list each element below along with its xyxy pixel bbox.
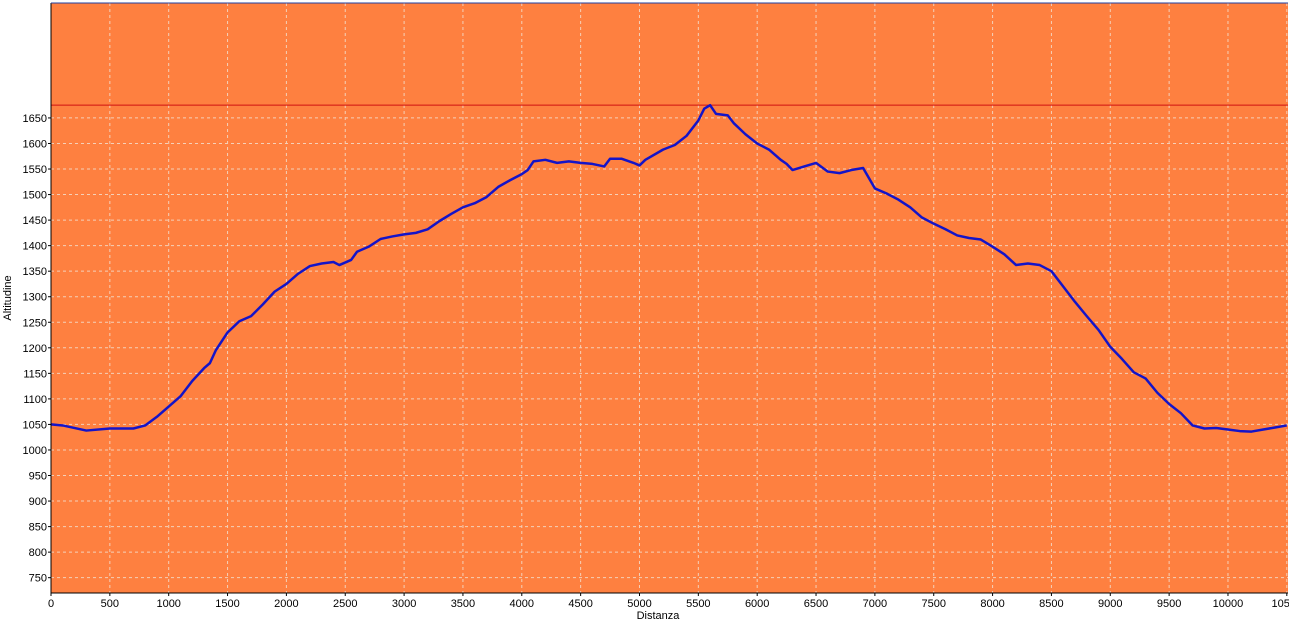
x-tick-label: 1500 <box>215 598 239 610</box>
y-tick-label: 800 <box>29 547 47 559</box>
x-tick-label: 500 <box>101 598 119 610</box>
y-tick-label: 1000 <box>23 445 47 457</box>
y-tick-label: 1250 <box>23 317 47 329</box>
x-tick-label: 0 <box>48 598 54 610</box>
x-tick-label: 3500 <box>451 598 475 610</box>
y-tick-label: 1500 <box>23 190 47 202</box>
x-axis-label: Distanza <box>637 610 681 622</box>
x-tick-label: 1000 <box>156 598 180 610</box>
y-axis-label: Altitudine <box>2 275 14 320</box>
y-tick-label: 1550 <box>23 164 47 176</box>
y-tick-label: 1600 <box>23 138 47 150</box>
x-tick-label: 4500 <box>568 598 592 610</box>
x-tick-label: 10000 <box>1213 598 1244 610</box>
x-tick-label: 4000 <box>510 598 534 610</box>
x-tick-label: 2500 <box>333 598 357 610</box>
y-tick-label: 1450 <box>23 215 47 227</box>
plot-area <box>51 3 1288 593</box>
y-tick-label: 1200 <box>23 343 47 355</box>
x-tick-label: 9500 <box>1157 598 1181 610</box>
x-tick-label: 5500 <box>686 598 710 610</box>
x-tick-label: 3000 <box>392 598 416 610</box>
y-tick-label: 750 <box>29 573 47 585</box>
y-tick-label: 900 <box>29 496 47 508</box>
y-tick-label: 1300 <box>23 292 47 304</box>
y-tick-label: 1150 <box>23 368 47 380</box>
elevation-line <box>50 103 1288 433</box>
x-tick-label: 7000 <box>863 598 887 610</box>
x-tick-label: 2000 <box>274 598 298 610</box>
x-tick-label: 8500 <box>1039 598 1063 610</box>
x-tick-label: 10500 <box>1272 598 1289 610</box>
y-tick-label: 1350 <box>23 266 47 278</box>
y-tick-label: 950 <box>29 471 47 483</box>
y-tick-label: 1100 <box>23 394 47 406</box>
y-tick-label: 1650 <box>23 113 47 125</box>
x-tick-label: 6500 <box>804 598 828 610</box>
x-tick-label: 9000 <box>1098 598 1122 610</box>
x-tick-label: 5000 <box>627 598 651 610</box>
y-tick-label: 1050 <box>23 419 47 431</box>
x-tick-label: 8000 <box>980 598 1004 610</box>
x-tick-label: 6000 <box>745 598 769 610</box>
x-tick-label: 7500 <box>921 598 945 610</box>
y-tick-label: 1400 <box>23 241 47 253</box>
y-tick-label: 850 <box>29 522 47 534</box>
